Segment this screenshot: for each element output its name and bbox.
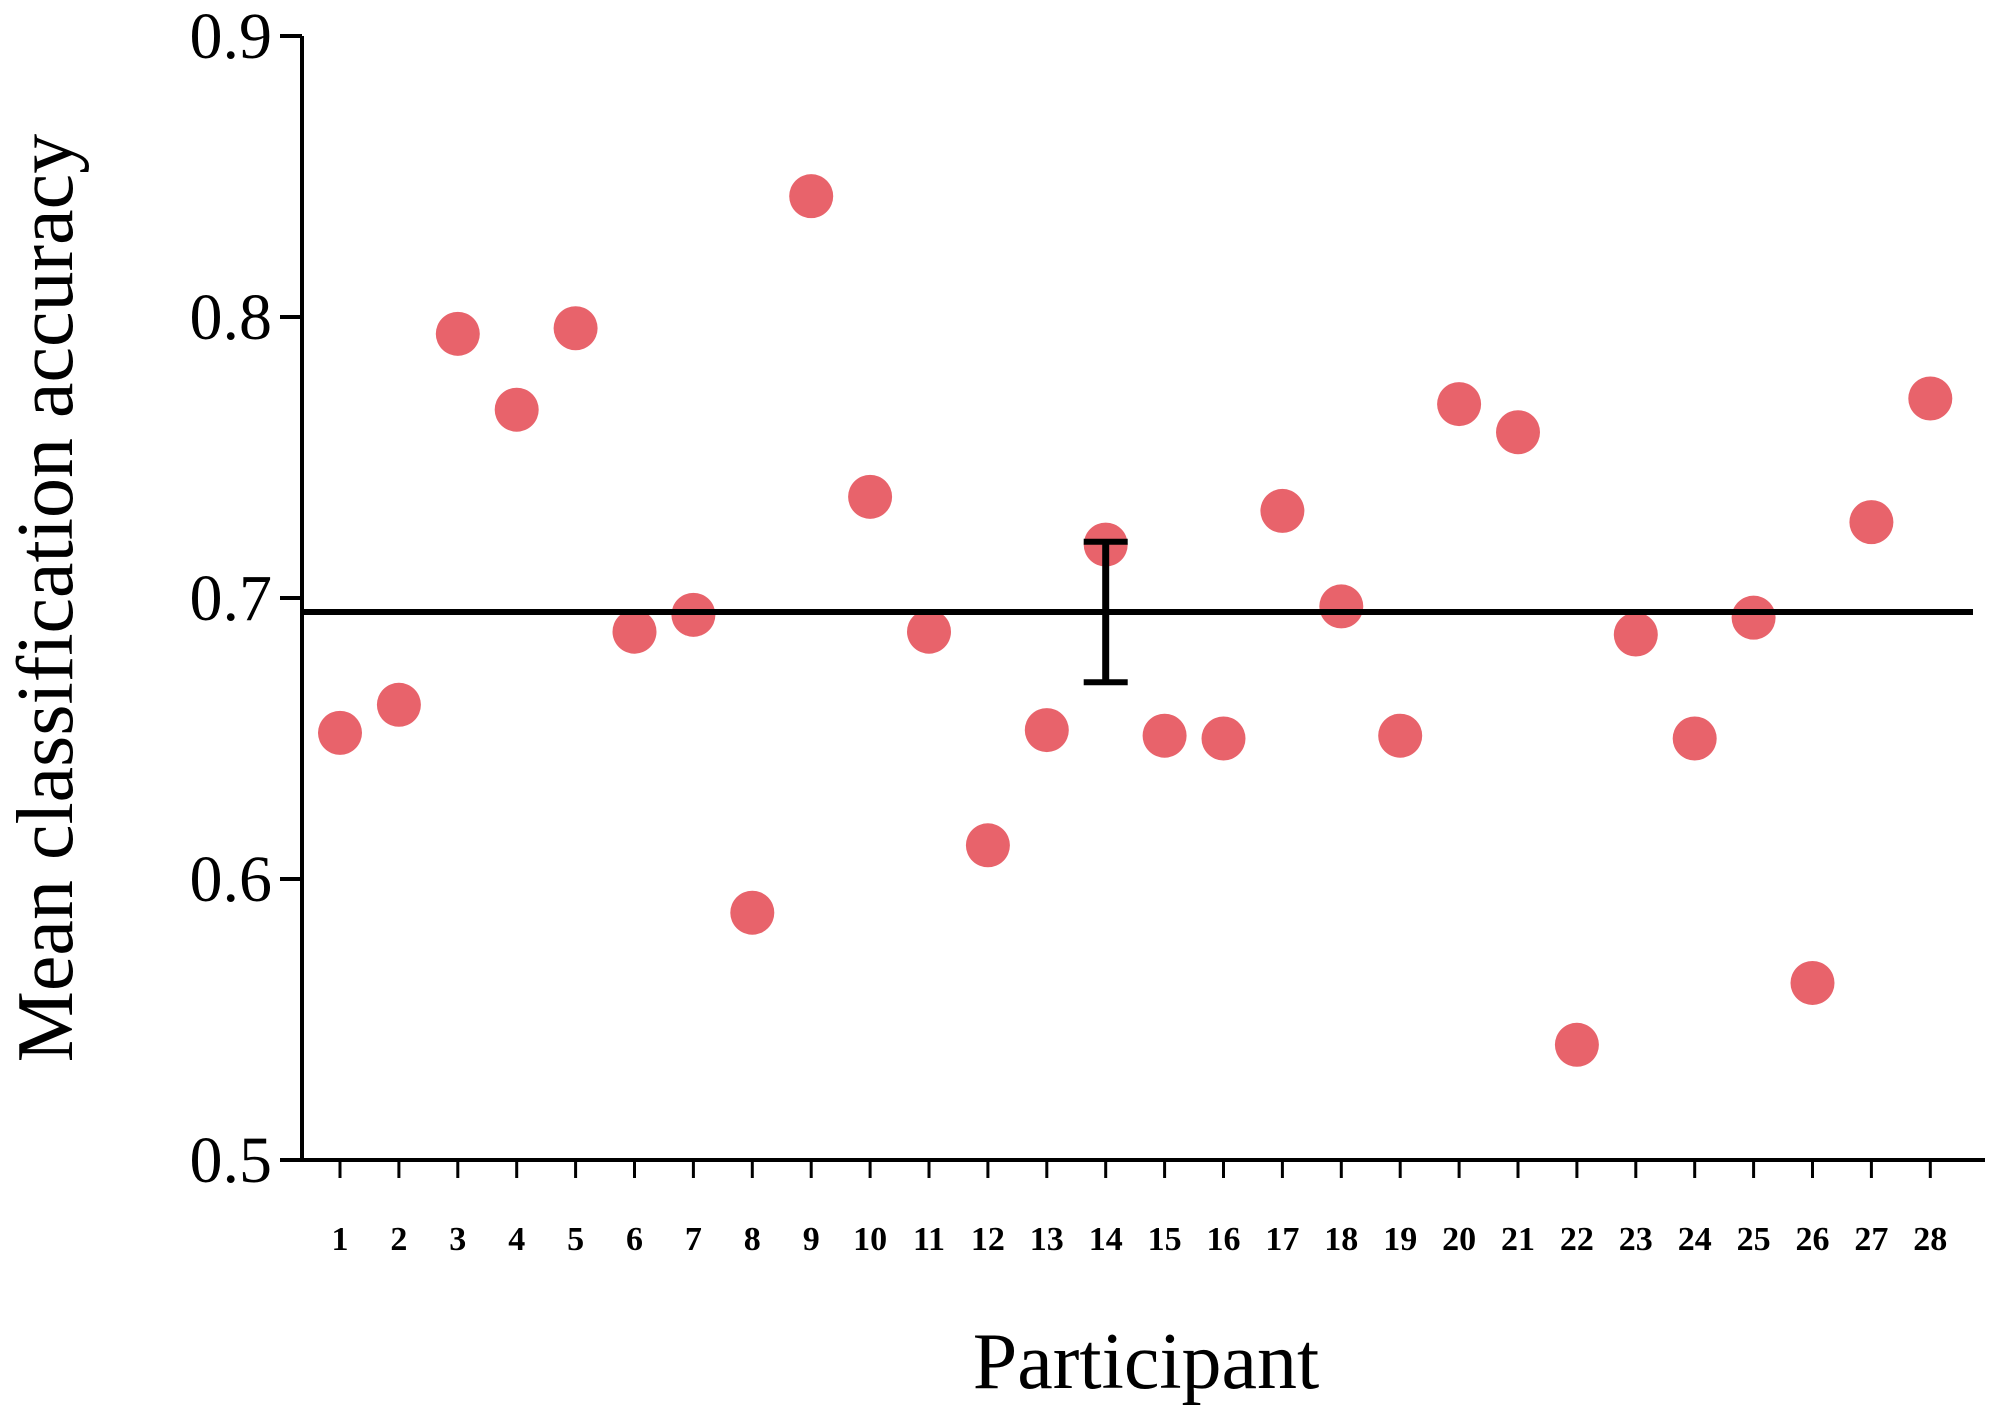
x-ticks: 1 2 3 4 5 6 7 8 9 10 11 12 13 14 15 16 17 18 19 20 21 22 23 24 2… bbox=[332, 1160, 1947, 1258]
data-point bbox=[376, 682, 421, 727]
data-point bbox=[318, 710, 362, 755]
data-point bbox=[1024, 708, 1069, 753]
data-point bbox=[1142, 713, 1187, 758]
data-point bbox=[1260, 488, 1305, 533]
x-tick-label: 24 bbox=[1678, 1221, 1712, 1258]
data-point bbox=[494, 387, 539, 432]
x-tick-label: 26 bbox=[1796, 1221, 1830, 1258]
data-points bbox=[318, 174, 1953, 1067]
data-point bbox=[1849, 500, 1894, 545]
x-tick-label: 22 bbox=[1560, 1221, 1594, 1258]
y-tick-label: 0.8 bbox=[190, 281, 273, 354]
data-point bbox=[848, 474, 893, 519]
x-tick-label: 16 bbox=[1207, 1221, 1241, 1258]
data-point bbox=[612, 609, 657, 654]
y-ticks: 0.5 0.6 0.7 0.8 0.9 bbox=[190, 0, 302, 1197]
data-point bbox=[1437, 382, 1482, 427]
data-point bbox=[1378, 713, 1423, 758]
x-tick-label: 11 bbox=[913, 1221, 945, 1258]
data-point bbox=[789, 174, 834, 219]
x-tick-label: 12 bbox=[971, 1221, 1005, 1258]
axes bbox=[300, 36, 1985, 1162]
data-point bbox=[435, 311, 480, 356]
data-point bbox=[1908, 376, 1953, 421]
x-tick-label: 6 bbox=[626, 1221, 643, 1258]
x-tick-label: 15 bbox=[1148, 1221, 1182, 1258]
x-tick-label: 13 bbox=[1030, 1221, 1064, 1258]
x-tick-label: 14 bbox=[1089, 1221, 1123, 1258]
x-tick-label: 1 bbox=[332, 1221, 349, 1258]
x-tick-label: 5 bbox=[567, 1221, 584, 1258]
y-axis-title: Mean classification accuracy bbox=[2, 134, 90, 1062]
summary-stats bbox=[302, 538, 1973, 686]
x-tick-label: 2 bbox=[390, 1221, 407, 1258]
data-point bbox=[1554, 1022, 1599, 1067]
data-point bbox=[1201, 716, 1246, 761]
x-tick-label: 3 bbox=[449, 1221, 466, 1258]
x-tick-label: 28 bbox=[1913, 1221, 1947, 1258]
data-point bbox=[553, 306, 598, 351]
x-tick-label: 7 bbox=[685, 1221, 702, 1258]
x-tick-label: 23 bbox=[1619, 1221, 1653, 1258]
data-point bbox=[907, 609, 951, 654]
x-tick-label: 25 bbox=[1737, 1221, 1771, 1258]
data-point bbox=[1790, 960, 1835, 1005]
y-tick-label: 0.6 bbox=[190, 843, 273, 916]
x-tick-label: 8 bbox=[744, 1221, 761, 1258]
x-tick-label: 21 bbox=[1501, 1221, 1535, 1258]
x-tick-label: 20 bbox=[1442, 1221, 1476, 1258]
data-point bbox=[1672, 716, 1717, 761]
x-tick-label: 27 bbox=[1854, 1221, 1888, 1258]
x-tick-label: 9 bbox=[803, 1221, 820, 1258]
x-tick-label: 19 bbox=[1383, 1221, 1417, 1258]
data-point bbox=[1496, 410, 1540, 455]
y-tick-label: 0.5 bbox=[190, 1124, 273, 1197]
x-tick-label: 10 bbox=[853, 1221, 887, 1258]
x-axis-title: Participant bbox=[973, 1318, 1320, 1406]
data-point bbox=[730, 890, 775, 935]
data-point bbox=[1731, 595, 1776, 640]
y-tick-label: 0.7 bbox=[190, 562, 273, 635]
data-point bbox=[1319, 584, 1364, 629]
data-point bbox=[1613, 612, 1658, 657]
x-tick-label: 18 bbox=[1324, 1221, 1358, 1258]
x-tick-label: 17 bbox=[1265, 1221, 1299, 1258]
x-tick-label: 4 bbox=[508, 1221, 525, 1258]
data-point bbox=[965, 823, 1010, 868]
y-tick-label: 0.9 bbox=[190, 0, 273, 73]
